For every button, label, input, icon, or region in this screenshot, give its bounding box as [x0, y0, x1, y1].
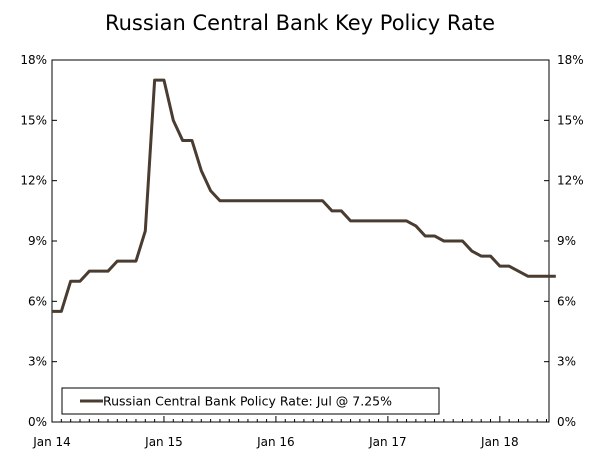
- y-tick-label-right: 15%: [557, 113, 584, 127]
- y-tick-label-left: 3%: [28, 355, 47, 369]
- y-tick-label-left: 6%: [28, 294, 47, 308]
- y-tick-label-left: 12%: [20, 174, 47, 188]
- x-tick-label: Jan 18: [480, 435, 519, 449]
- y-tick-label-right: 3%: [557, 355, 576, 369]
- y-tick-label-right: 9%: [557, 234, 576, 248]
- series-layer: [52, 78, 556, 313]
- legend-label: Russian Central Bank Policy Rate: Jul @ …: [103, 394, 392, 409]
- legend-box: [61, 387, 440, 415]
- plot-area: [51, 59, 550, 423]
- x-tick-label: Jan 16: [256, 435, 295, 449]
- y-tick-label-right: 12%: [557, 174, 584, 188]
- x-tick-label: Jan 14: [32, 435, 71, 449]
- x-tick-label: Jan 15: [144, 435, 183, 449]
- chart-title: Russian Central Bank Key Policy Rate: [105, 11, 495, 35]
- y-tick-label-left: 15%: [20, 113, 47, 127]
- y-tick-label-right: 0%: [557, 415, 576, 429]
- y-tick-label-left: 9%: [28, 234, 47, 248]
- y-tick-label-left: 18%: [20, 53, 47, 67]
- series-line: [52, 78, 556, 313]
- y-tick-label-left: 0%: [28, 415, 47, 429]
- y-tick-label-right: 18%: [557, 53, 584, 67]
- axis-ticks: 0% 0% 3% 3% 6% 6% 9% 9% 12% 12% 15% 15% 18% 18% Jan 14…: [20, 53, 583, 449]
- x-tick-label: Jan 17: [368, 435, 407, 449]
- legend: Russian Central Bank Policy Rate: Jul @ …: [61, 387, 440, 415]
- y-tick-label-right: 6%: [557, 294, 576, 308]
